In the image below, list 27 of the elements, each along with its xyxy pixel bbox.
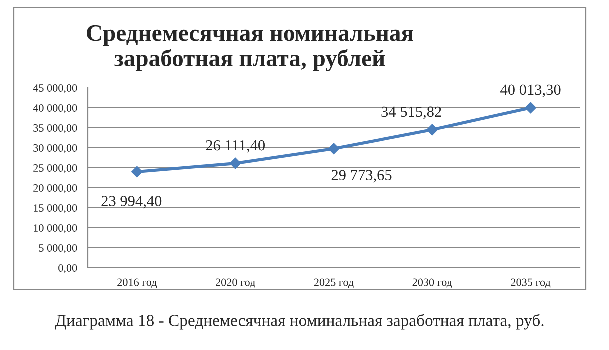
y-tick-label: 15 000,00 — [34, 204, 78, 214]
point — [525, 102, 536, 114]
y-tick-label: 10 000,00 — [34, 224, 78, 234]
point — [426, 124, 438, 136]
data-label: 40 013,30 — [500, 84, 561, 98]
x-tick-label: 2030 год — [412, 278, 452, 288]
y-tick-label: 5 000,00 — [39, 244, 78, 254]
chart-title: Среднемесячная номинальная заработная плата, рублей — [87, 25, 414, 72]
x-tick-label: 2035 год — [511, 278, 551, 288]
point — [230, 158, 242, 170]
x-tick-label: 2025 год — [314, 278, 354, 288]
point — [328, 143, 340, 155]
text: Диаграмма 18 - Среднемесячная номинальная заработная плата, руб. — [55, 314, 544, 330]
y-tick-label: 45 000,00 — [33, 84, 78, 94]
y-tick-label: 40 000,00 — [33, 104, 78, 114]
data-label: 29 773,65 — [332, 170, 392, 183]
x-tick-label: 2020 год — [216, 278, 256, 288]
y-tick-label: 25 000,00 — [34, 164, 78, 174]
data-label: 23 994,40 — [102, 196, 162, 209]
y-tick-label: 0,00 — [58, 264, 78, 274]
point — [132, 166, 143, 178]
data-label: 34 515,82 — [382, 106, 442, 120]
data-label: 26 111,40 — [206, 140, 265, 153]
y-tick-label: 30 000,00 — [34, 144, 78, 154]
x-tick-label: 2016 год — [118, 278, 158, 288]
y-tick-label: 35 000,00 — [34, 124, 78, 134]
y-tick-label: 20 000,00 — [34, 184, 78, 194]
